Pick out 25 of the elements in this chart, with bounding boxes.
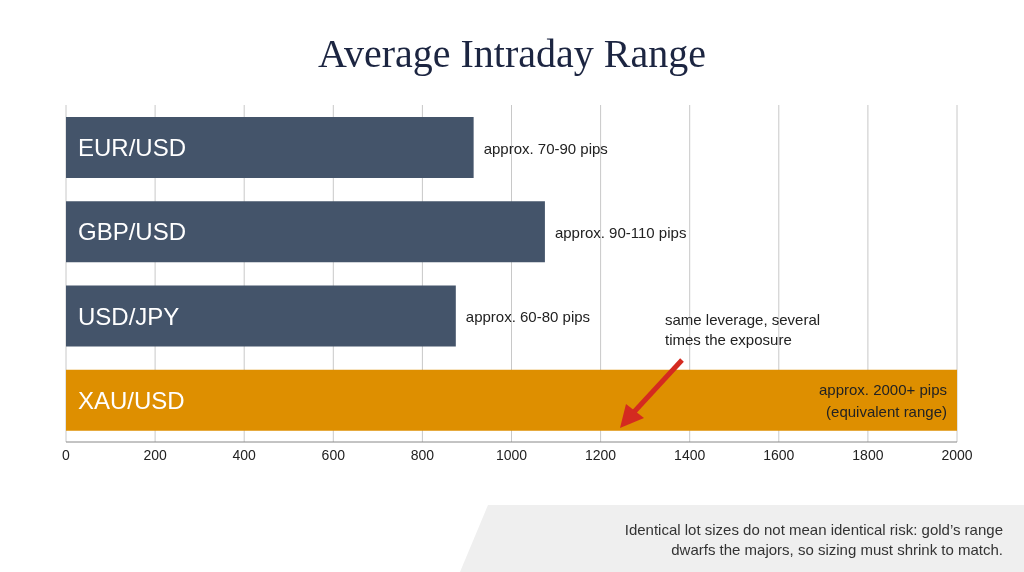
- y-tick-label: EUR/USD: [78, 134, 187, 161]
- x-tick-label: 1400: [674, 446, 706, 463]
- data-label: approx. 60-80 pips: [465, 307, 591, 325]
- x-tick-label: 400: [232, 446, 257, 463]
- text: Identical lot sizes do not mean identical risk: gold’s range dwarfs the majors, so sizing must shrink to match.: [623, 520, 1003, 560]
- y-tick-label: GBP/USD: [78, 218, 187, 246]
- data-label: approx. 2000+ pips (equivalent range): [818, 380, 947, 420]
- data-label: approx. 70-90 pips: [483, 139, 608, 156]
- x-tick-label: 1800: [852, 446, 884, 463]
- x-tick-label: 1200: [585, 446, 617, 463]
- x-tick-label: 1000: [495, 446, 528, 463]
- x-tick-label: 0: [62, 446, 71, 463]
- x-tick-label: 2000: [941, 446, 973, 463]
- bar: [66, 201, 545, 263]
- bar: [66, 285, 456, 347]
- data-label: approx. 90-110 pips: [554, 223, 687, 241]
- x-tick-label: 1600: [763, 446, 795, 463]
- x-tick-label: 800: [410, 446, 435, 463]
- chart-title: Average Intraday Range: [317, 30, 707, 77]
- bar: [66, 117, 474, 178]
- x-tick-label: 200: [143, 446, 167, 463]
- x-tick-label: 600: [321, 446, 346, 463]
- y-tick-label: XAU/USD: [78, 386, 185, 414]
- annotation: same leverage, several times the exposure: [665, 310, 822, 350]
- y-tick-label: USD/JPY: [78, 302, 180, 330]
